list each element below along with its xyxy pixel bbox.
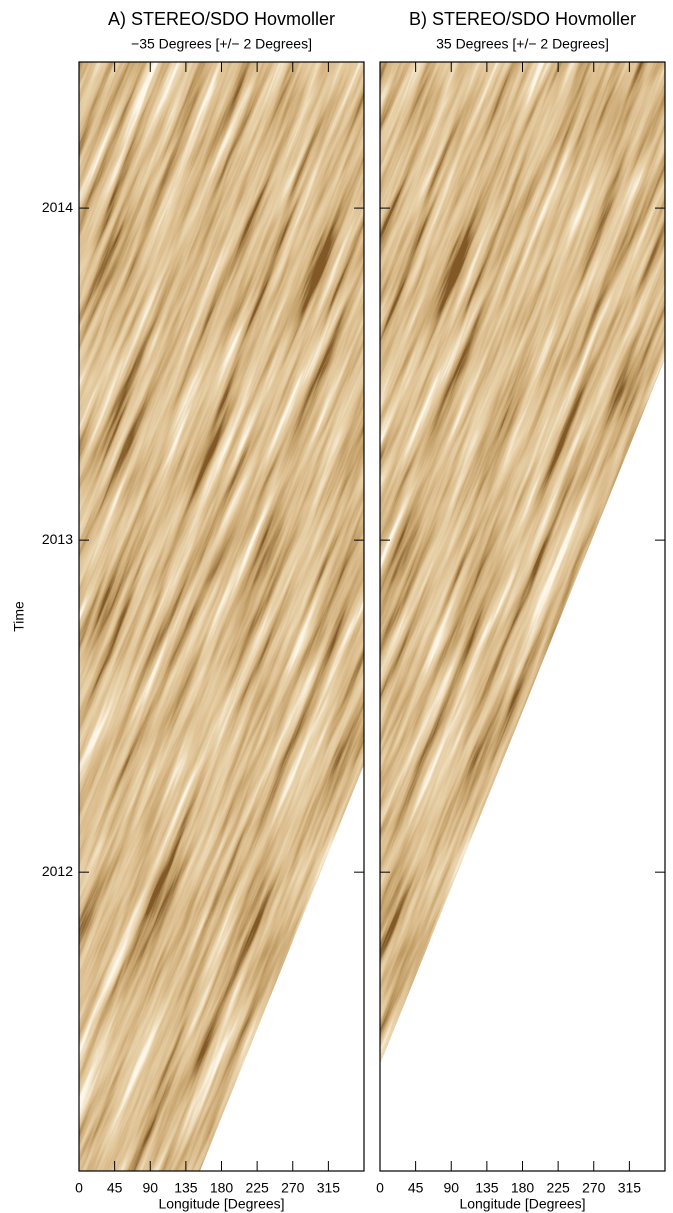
x-tick-label: 270 — [281, 1180, 305, 1196]
x-tick-label: 45 — [408, 1180, 424, 1196]
x-tick-label: 180 — [210, 1180, 234, 1196]
y-axis-label: Time — [11, 601, 27, 632]
x-tick-label: 135 — [174, 1180, 198, 1196]
subtitle: −35 Degrees [+/− 2 Degrees] — [131, 36, 312, 52]
x-axis-label: Longitude [Degrees] — [459, 1196, 585, 1212]
x-tick-label: 180 — [511, 1180, 535, 1196]
title: B) STEREO/SDO Hovmoller — [409, 9, 636, 29]
figure: A) STEREO/SDO Hovmoller −35 Degrees [+/− … — [0, 0, 673, 1213]
x-tick-label: 45 — [107, 1180, 123, 1196]
title: A) STEREO/SDO Hovmoller — [108, 9, 335, 29]
x-tick-label: 315 — [317, 1180, 341, 1196]
x-tick-label: 135 — [475, 1180, 499, 1196]
x-tick-label: 90 — [142, 1180, 158, 1196]
x-tick-label: 225 — [546, 1180, 570, 1196]
x-tick-label: 0 — [376, 1180, 384, 1196]
x-tick-label: 270 — [582, 1180, 606, 1196]
x-axis-label: Longitude [Degrees] — [158, 1196, 284, 1212]
x-tick-label: 315 — [618, 1180, 642, 1196]
y-tick-label: 2012 — [42, 863, 73, 879]
y-tick-label: 2013 — [42, 531, 73, 547]
subtitle: 35 Degrees [+/− 2 Degrees] — [436, 36, 609, 52]
y-tick-label: 2014 — [42, 199, 73, 215]
x-tick-label: 90 — [443, 1180, 459, 1196]
x-tick-label: 0 — [75, 1180, 83, 1196]
x-tick-label: 225 — [245, 1180, 269, 1196]
